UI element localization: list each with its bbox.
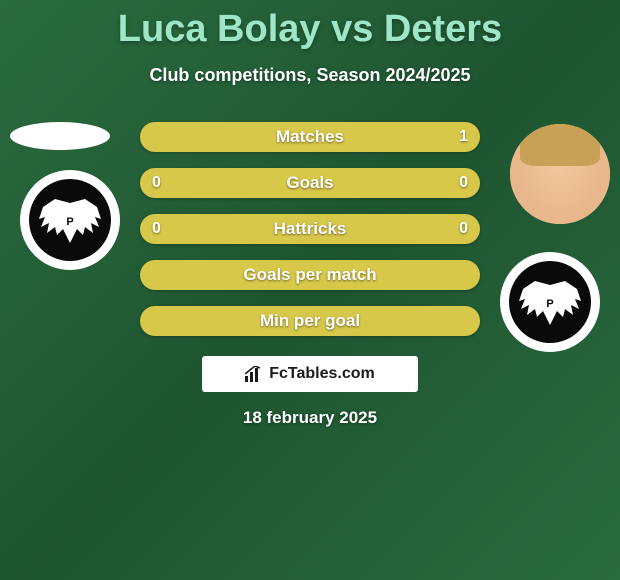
- player-left-avatar: [10, 122, 110, 150]
- stat-label: Goals per match: [243, 265, 376, 285]
- stat-left-value: 0: [152, 174, 161, 192]
- stat-right-value: 1: [459, 128, 468, 146]
- stat-row: Goals per match: [140, 260, 480, 290]
- svg-text:P: P: [66, 216, 73, 228]
- stat-row: 0 Goals 0: [140, 168, 480, 198]
- stats-container: Matches 1 0 Goals 0 0 Hattricks 0 Goals …: [140, 122, 480, 352]
- club-left-badge: P: [20, 170, 120, 270]
- stat-row: Matches 1: [140, 122, 480, 152]
- stat-right-value: 0: [459, 174, 468, 192]
- eagle-icon: P: [515, 277, 585, 327]
- stat-label: Min per goal: [260, 311, 360, 331]
- watermark-text: FcTables.com: [269, 365, 375, 383]
- stat-row: 0 Hattricks 0: [140, 214, 480, 244]
- page-title: Luca Bolay vs Deters: [0, 0, 620, 51]
- page-subtitle: Club competitions, Season 2024/2025: [0, 65, 620, 86]
- club-right-badge: P: [500, 252, 600, 352]
- stat-row: Min per goal: [140, 306, 480, 336]
- stat-right-value: 0: [459, 220, 468, 238]
- date-text: 18 february 2025: [0, 408, 620, 428]
- stat-label: Hattricks: [274, 219, 347, 239]
- svg-text:P: P: [546, 298, 553, 310]
- stat-label: Matches: [276, 127, 344, 147]
- player-right-avatar: [510, 124, 610, 224]
- chart-icon: [245, 366, 263, 382]
- stat-left-value: 0: [152, 220, 161, 238]
- stat-label: Goals: [286, 173, 333, 193]
- eagle-icon: P: [35, 195, 105, 245]
- watermark: FcTables.com: [202, 356, 418, 392]
